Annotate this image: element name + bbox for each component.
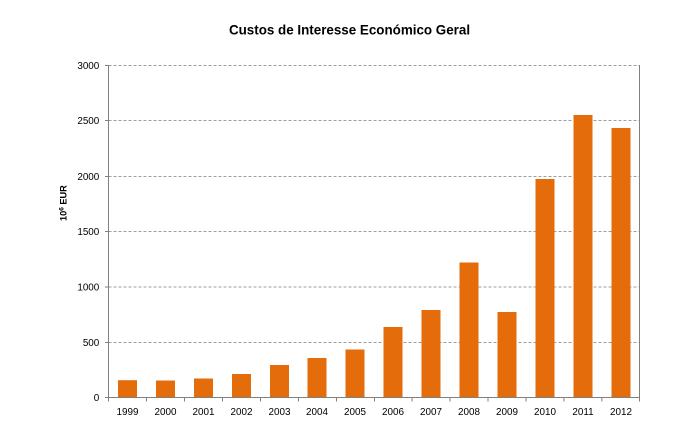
svg-text:1999: 1999 bbox=[117, 407, 139, 418]
svg-text:2008: 2008 bbox=[458, 407, 480, 418]
svg-text:2012: 2012 bbox=[610, 407, 632, 418]
svg-text:2000: 2000 bbox=[77, 172, 99, 183]
svg-text:2003: 2003 bbox=[269, 407, 291, 418]
svg-text:2002: 2002 bbox=[231, 407, 253, 418]
svg-text:2004: 2004 bbox=[306, 407, 328, 418]
svg-text:Custos de Interesse Económico: Custos de Interesse Económico Geral bbox=[229, 23, 470, 38]
svg-text:2005: 2005 bbox=[344, 407, 366, 418]
svg-text:500: 500 bbox=[83, 338, 100, 349]
svg-text:2500: 2500 bbox=[77, 116, 99, 127]
svg-text:1000: 1000 bbox=[77, 282, 99, 293]
svg-text:0: 0 bbox=[94, 393, 100, 404]
svg-text:1500: 1500 bbox=[77, 227, 99, 238]
svg-text:2007: 2007 bbox=[420, 407, 442, 418]
svg-text:2001: 2001 bbox=[193, 407, 215, 418]
svg-text:3000: 3000 bbox=[77, 61, 99, 72]
svg-text:2009: 2009 bbox=[496, 407, 518, 418]
svg-text:2006: 2006 bbox=[382, 407, 404, 418]
svg-text:2011: 2011 bbox=[572, 407, 594, 418]
svg-text:106 EUR: 106 EUR bbox=[59, 185, 69, 221]
svg-text:2010: 2010 bbox=[534, 407, 556, 418]
svg-text:2000: 2000 bbox=[155, 407, 177, 418]
